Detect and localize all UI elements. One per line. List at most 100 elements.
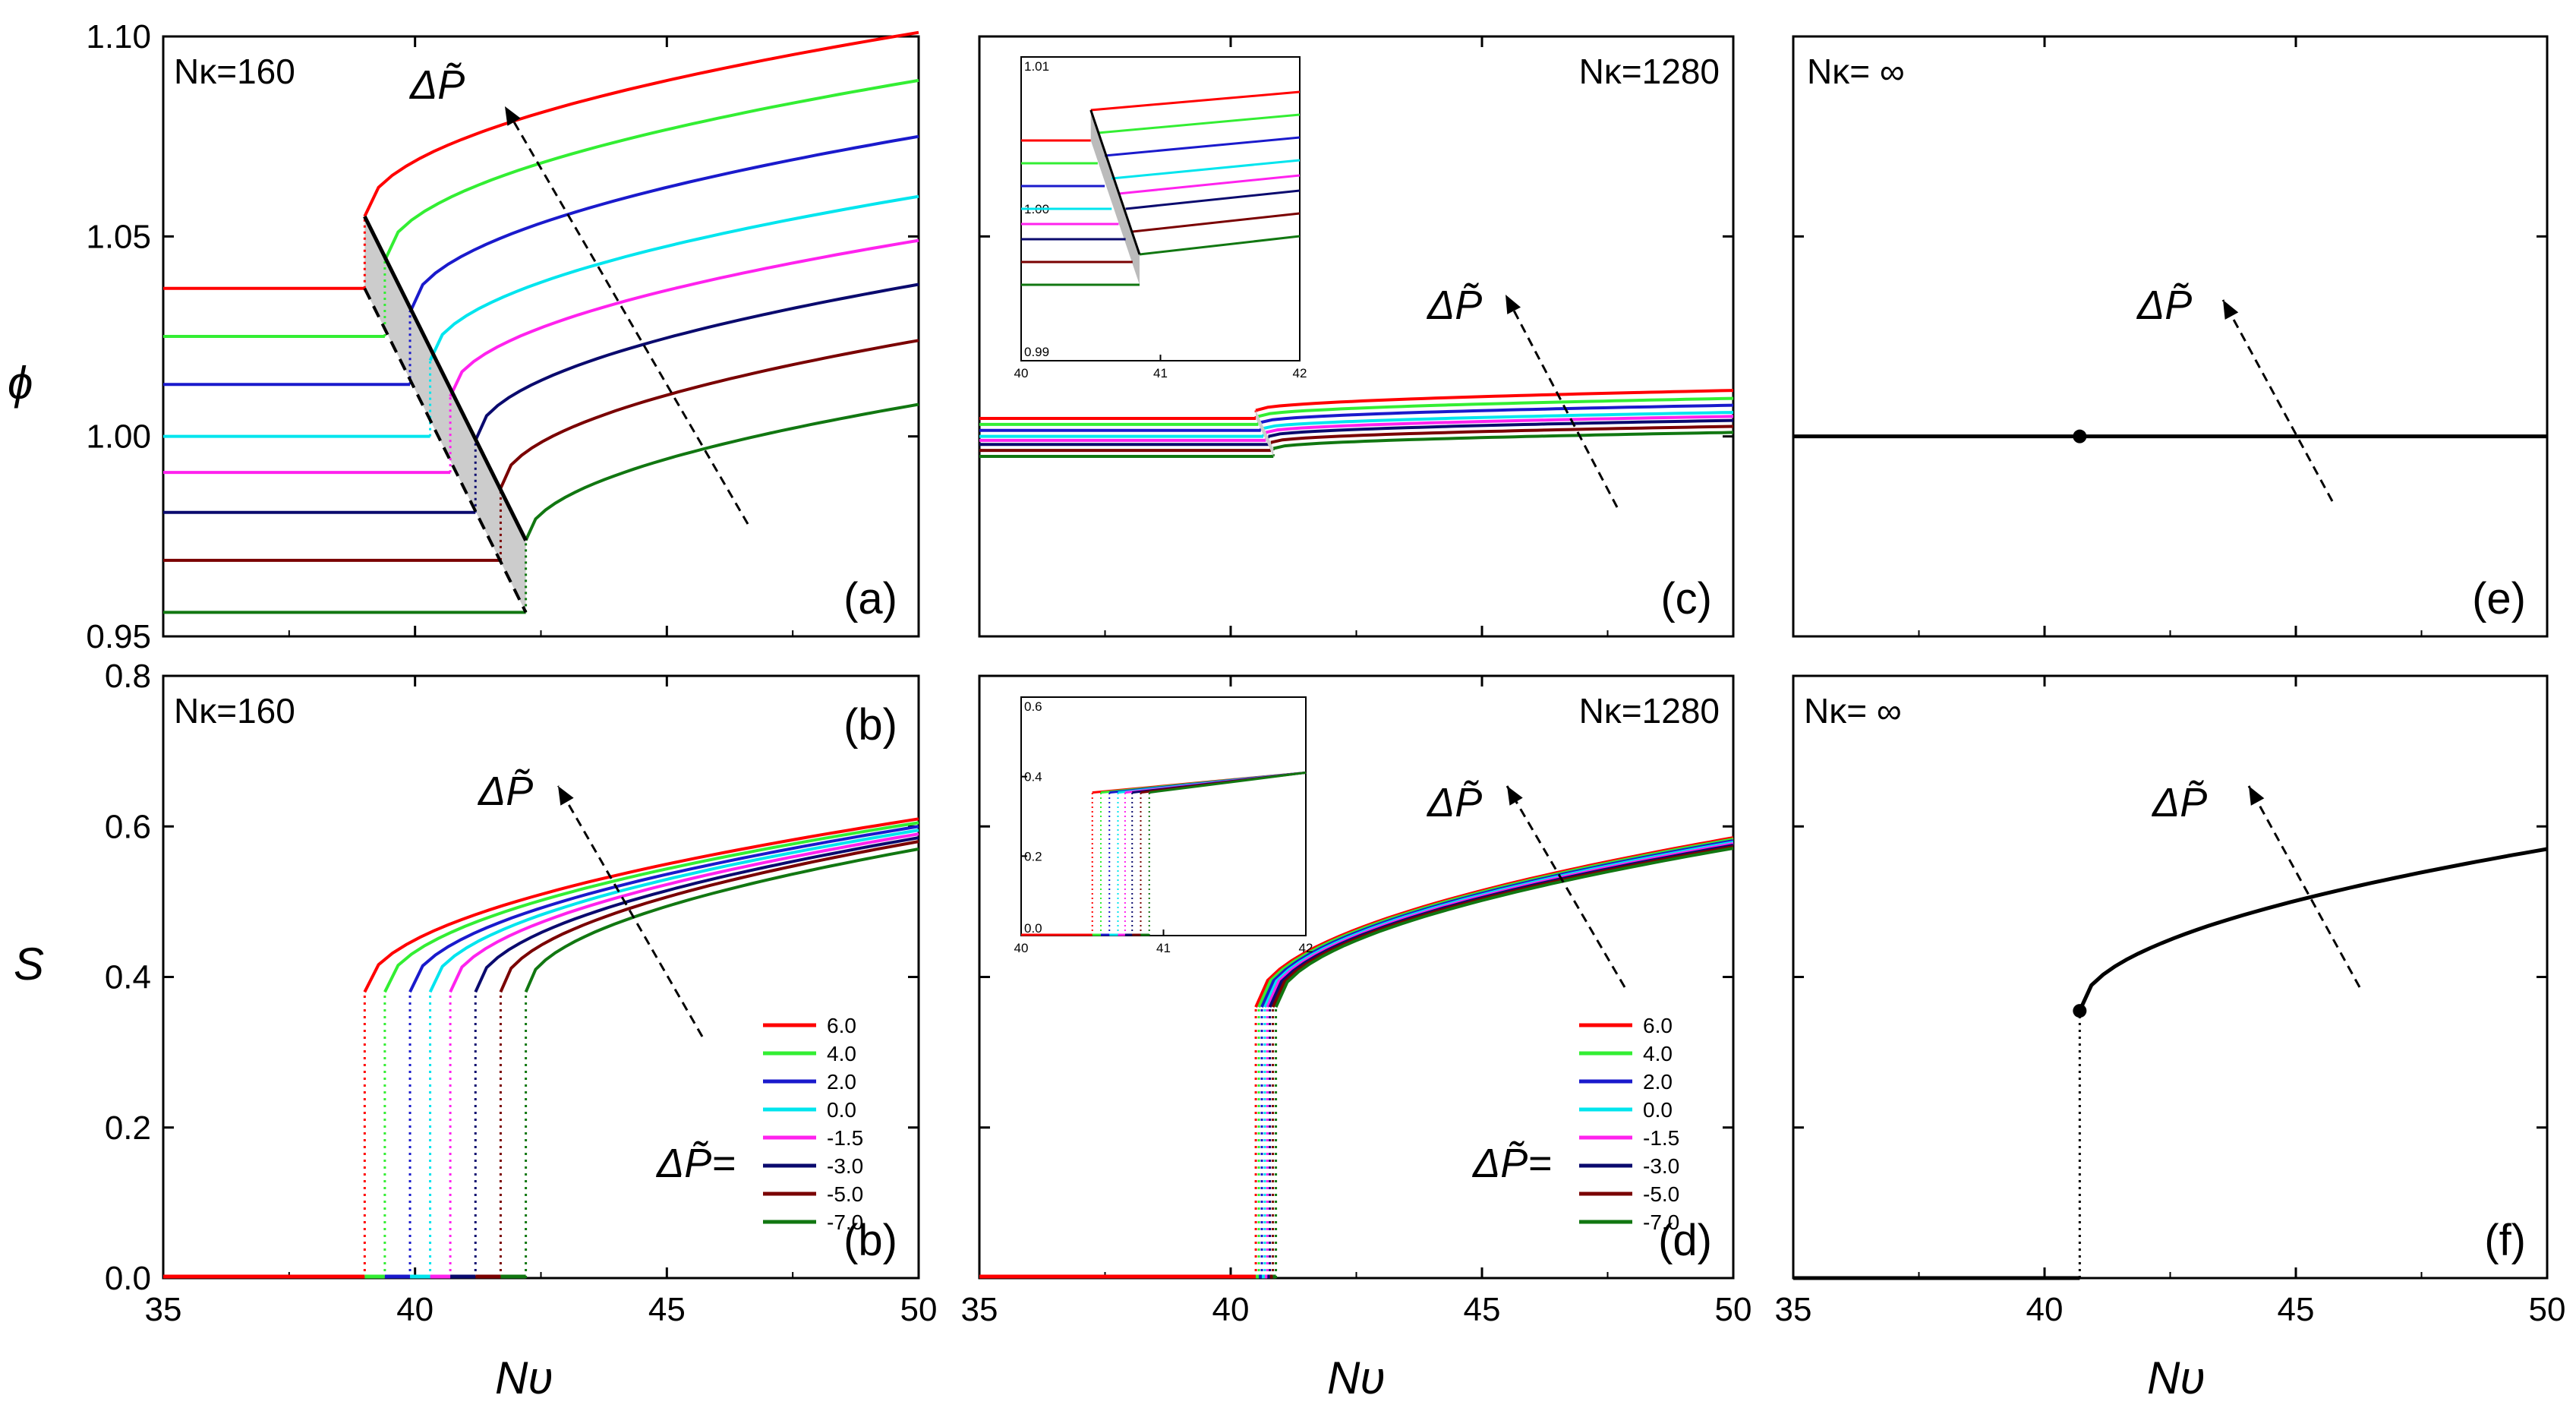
s-curve-d-0 [1254,836,1734,1008]
s-curve-d-7 [1274,847,1734,1008]
delta-p-arrow-d-line [1506,785,1626,988]
inset-curve-c-0 [1090,90,1301,112]
phi-curve-c-0 [1255,389,1734,412]
legend-entry-b-7: -7.0 [827,1210,863,1234]
inset-frame-d [1020,696,1307,936]
phi-curve-a-3 [428,194,919,361]
x-tick-label-b-2: 45 [648,1291,686,1328]
delta-p-arrow-d-head [1507,786,1523,806]
phi-curve-a-4 [449,238,919,397]
panel-d-s-nk1280: 35 40 45 50(d) Nκ=1280 ΔP̃ 6.0 4.0 2.0 0.0 -1.5 -3.… [961,674,1751,1328]
plot-frame-e [1792,35,2549,638]
legend-entry-d-4: -1.5 [1643,1126,1679,1150]
coexistence-shade-a [364,216,526,613]
y-tick-label-a-3: 1.10 [86,18,151,55]
inset-spinodal-c [1089,109,1141,255]
delta-p-arrow-a-line [503,106,749,525]
delta-p-arrow-c-line [1504,294,1619,508]
plot-frame-f [1792,674,2549,1280]
annotation-c: Nκ=1280 [1579,52,1720,91]
s-curve-b-4 [449,832,919,993]
s-curve-d-6 [1271,845,1734,1008]
inset-curve-d-7 [1149,771,1307,794]
s-curve-d-3 [1263,841,1734,1008]
annotation-a: Nκ=160 [174,52,295,91]
y-tick-label-a-1: 1.00 [86,418,151,456]
phi-curve-a-0 [363,30,919,217]
s-curve-d-5 [1268,844,1734,1008]
phi-curve-c-6 [1270,425,1734,444]
inset-y-tick-label-d-1: 0.2 [1024,849,1042,863]
phi-curve-c-7 [1272,431,1734,450]
legend-entry-d-5: -3.0 [1643,1154,1679,1178]
inset-y-tick-label-d-2: 0.4 [1024,770,1042,784]
x-tick-label-f-3: 50 [2529,1291,2566,1328]
panel-label-b-top: (b) [843,700,897,750]
delta-p-label-f: ΔP̃ [2151,780,2207,825]
panel-label-d: (d) [1658,1216,1712,1265]
x-tick-label-d-1: 40 [1212,1291,1250,1328]
s-curve-d-1 [1257,838,1734,1008]
binodal-line-a [363,287,528,614]
inset-x-tick-label-d-2: 42 [1299,941,1313,955]
s-curve-d-2 [1260,839,1734,1008]
delta-p-label-b: ΔP̃ [477,769,533,814]
s-curve-b-3 [428,829,919,993]
panel-f-s-nkinf: 35 40 45 50(f) Nκ= ∞ ΔP̃ [1775,674,2566,1328]
panel-e-phi-nkinf: (e) Nκ= ∞ ΔP̃ [1792,35,2549,638]
inset-curve-c-2 [1104,136,1301,157]
x-tick-label-b-3: 50 [900,1291,938,1328]
panel-b-s-nk160: 35 40 45 50 0.0 0.2 0.4 0.6 0.8 (b) Nκ=160 (b) ΔP̃ 6.… [105,658,938,1328]
panel-label-f: (f) [2484,1216,2526,1265]
legend-entry-b-4: -1.5 [827,1126,863,1150]
panel-label-b: (b) [843,1216,897,1265]
y-tick-label-a-0: 0.95 [86,618,151,655]
transition-marker-f [2073,1004,2087,1018]
inset-x-tick-label-c-0: 40 [1014,366,1029,380]
panel-a-phi-nk160: 0.95 1.00 1.05 1.10 (a) Nκ=160 ΔP̃ [86,18,920,655]
delta-p-label-e: ΔP̃ [2136,282,2192,328]
delta-p-arrow-f-line [2247,785,2361,988]
inset-y-tick-label-c-0: 0.99 [1024,345,1049,359]
y-tick-label-b-4: 0.8 [105,658,151,695]
y-tick-label-a-2: 1.05 [86,218,151,255]
spinodal-line-a [363,215,528,541]
x-axis-label-f: Nυ [2147,1352,2205,1403]
inset-curve-c-6 [1132,212,1301,233]
legend-entry-d-6: -5.0 [1643,1182,1679,1206]
inset-curve-c-4 [1118,174,1301,195]
legend-entry-b-3: 0.0 [827,1098,856,1122]
inset-y-tick-label-d-3: 0.6 [1024,699,1042,714]
plot-frame-b [162,674,920,1280]
inset-y-tick-label-c-2: 1.01 [1024,59,1049,74]
inset-curve-c-1 [1097,113,1301,134]
phi-curve-a-5 [474,282,919,441]
legend-entry-d-1: 4.0 [1643,1042,1673,1065]
s-curve-b-0 [363,817,919,993]
legend-entry-d-7: -7.0 [1643,1210,1679,1234]
phi-curve-a-6 [499,339,919,489]
phi-curve-c-1 [1257,396,1734,418]
y-axis-label-phi: ϕ [8,358,33,409]
delta-p-label-d: ΔP̃ [1426,780,1482,825]
y-tick-label-b-1: 0.2 [105,1109,151,1147]
panel-label-c: (c) [1660,574,1712,623]
annotation-f: Nκ= ∞ [1804,691,1902,731]
delta-p-arrow-b-head [558,786,574,806]
inset-x-tick-label-d-1: 41 [1156,941,1171,955]
s-curve-f [2078,847,2548,1012]
delta-p-label-c: ΔP̃ [1426,282,1482,328]
x-tick-label-f-0: 35 [1775,1291,1812,1328]
delta-p-arrow-c-head [1506,295,1521,314]
legend-entry-b-6: -5.0 [827,1182,863,1206]
legend-entry-b-0: 6.0 [827,1014,856,1037]
x-tick-label-f-1: 40 [2026,1291,2064,1328]
x-tick-label-d-2: 45 [1464,1291,1501,1328]
phi-curve-a-1 [383,78,919,261]
s-curve-b-5 [474,836,919,993]
delta-p-arrow-e-line [2221,299,2334,502]
y-axis-label-s: S [14,939,44,989]
inset-x-tick-label-c-2: 42 [1293,366,1307,380]
inset-curve-c-5 [1125,189,1301,210]
